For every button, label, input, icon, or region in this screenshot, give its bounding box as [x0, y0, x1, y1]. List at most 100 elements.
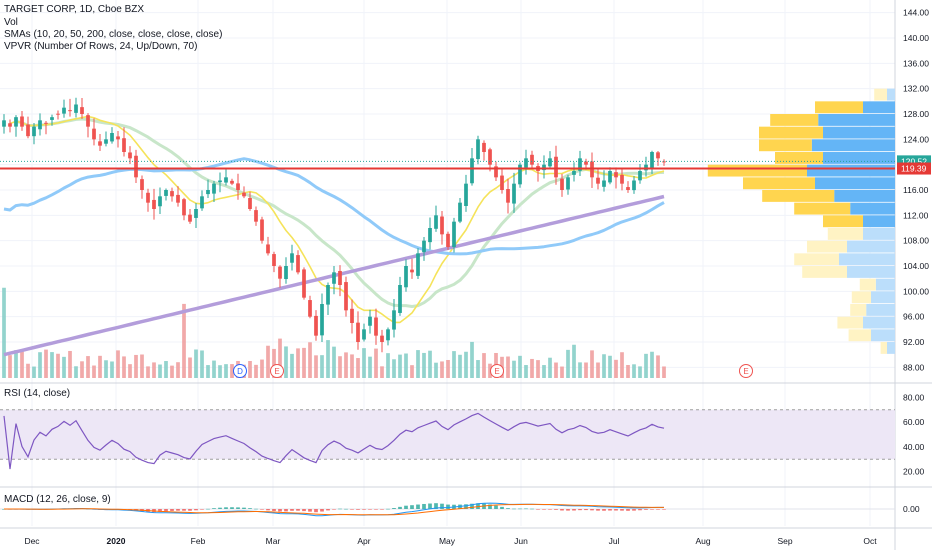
macd-histogram-bar [416, 504, 420, 509]
macd-histogram-bar [566, 509, 570, 511]
vpvr-down-row [762, 190, 835, 202]
macd-legend[interactable]: MACD (12, 26, close, 9) [4, 494, 111, 505]
rsi-tick-label: 80.00 [903, 392, 925, 402]
event-marker-circle [233, 364, 247, 378]
time-tick-label: Oct [863, 536, 877, 546]
rsi-legend[interactable]: RSI (14, close) [4, 388, 71, 399]
price-tick-label: 116.00 [903, 185, 929, 195]
volume-bar [278, 338, 282, 378]
candle-body [56, 113, 60, 115]
macd-histogram-bar [320, 509, 324, 512]
volume-bar [548, 357, 552, 378]
candle-body [608, 171, 612, 183]
macd-histogram-bar [224, 507, 228, 509]
vpvr-down-row [850, 304, 867, 316]
volume-bar [578, 362, 582, 378]
volume-bar [140, 354, 144, 378]
macd-histogram-bar [524, 508, 528, 510]
sma-legend[interactable]: SMAs (10, 20, 50, 200, close, close, clo… [4, 29, 223, 40]
current-price-tag-text: 120.52 [901, 156, 927, 166]
volume-bar [656, 355, 660, 378]
candle-body [62, 107, 66, 114]
macd-histogram-bar [290, 509, 294, 511]
volume-bar [248, 360, 252, 378]
candle-body [122, 138, 126, 152]
candle-body [518, 164, 522, 185]
volume-bar [386, 353, 390, 378]
macd-histogram-bar [308, 509, 312, 512]
volume-bar [8, 355, 12, 378]
event-marker[interactable]: E [739, 364, 753, 378]
vpvr-up-row [811, 139, 895, 152]
axes: 144.00 140.00 136.00 132.00 128.00 124.00 120.… [24, 8, 931, 546]
volume-bar [188, 357, 192, 378]
volume-bar [272, 348, 276, 378]
candle-body [182, 199, 186, 216]
event-marker[interactable]: E [490, 364, 504, 378]
volume-bar [662, 366, 666, 378]
volume-bar [638, 366, 642, 378]
volume-bar [80, 361, 84, 378]
sma-50-line [3, 157, 665, 256]
volume-bar [488, 363, 492, 378]
price-tick-label: 108.00 [903, 236, 929, 246]
candle-body [632, 180, 636, 191]
volume-bar [584, 362, 588, 378]
vpvr-up-row [807, 164, 895, 177]
candle-body [500, 175, 504, 190]
candle-body [362, 329, 366, 340]
candle-body [266, 244, 270, 254]
volume-bar [164, 361, 168, 378]
macd-histogram-bar [422, 503, 426, 509]
time-tick-label: 2020 [107, 536, 126, 546]
vpvr-up-row [871, 329, 895, 342]
macd-signal-line [4, 503, 664, 516]
macd-histogram-bar [614, 509, 618, 511]
time-tick-label: Jul [609, 536, 620, 546]
macd-histogram-bar [650, 509, 654, 510]
candle-body [434, 215, 438, 229]
candle-body [110, 133, 114, 142]
candle-body [572, 171, 576, 175]
candle-body [566, 177, 570, 190]
main-legend[interactable]: TARGET CORP, 1D, Cboe BZX [4, 4, 145, 15]
event-marker[interactable]: D [233, 364, 247, 378]
candle-body [560, 178, 564, 190]
candle-body [230, 180, 234, 184]
candle-body [80, 107, 84, 114]
price-candles[interactable] [2, 97, 666, 353]
macd-histogram-bar [392, 508, 396, 509]
macd-histogram-bar [440, 503, 444, 509]
candle-body [278, 266, 282, 279]
volume-bar [146, 366, 150, 378]
macd-histogram-bar [230, 507, 234, 509]
volume-bar [38, 352, 42, 378]
volume-bar [482, 353, 486, 378]
candle-body [338, 270, 342, 285]
event-marker[interactable]: E [270, 364, 284, 378]
candle-body [470, 158, 474, 184]
volume-bar [410, 365, 414, 378]
price-tick-label: 140.00 [903, 33, 929, 43]
rsi-pane[interactable] [0, 409, 895, 470]
macd-pane[interactable] [0, 502, 895, 517]
candle-body [98, 141, 102, 146]
volume-bar [200, 350, 204, 378]
vpvr-down-row [770, 114, 819, 126]
vol-legend[interactable]: Vol [4, 17, 18, 28]
candle-body [104, 139, 108, 144]
macd-histogram-bar [278, 509, 282, 512]
candle-body [368, 316, 372, 326]
volume-bar [98, 355, 102, 378]
time-tick-label: Apr [357, 536, 370, 546]
candle-body [662, 161, 666, 163]
volume-bar [194, 349, 198, 378]
vpvr-legend[interactable]: VPVR (Number Of Rows, 24, Up/Down, 70) [4, 41, 198, 52]
macd-histogram-bar [656, 509, 660, 510]
volume-bar [632, 364, 636, 378]
time-tick-label: Aug [695, 536, 710, 546]
price-tick-label: 124.00 [903, 134, 929, 144]
candle-body [20, 116, 24, 127]
